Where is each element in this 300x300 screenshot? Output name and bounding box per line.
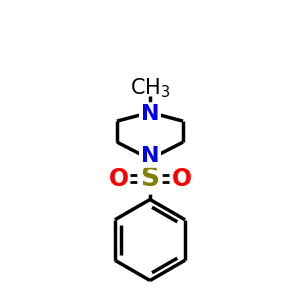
- Text: S: S: [140, 166, 160, 191]
- Text: N: N: [141, 146, 159, 166]
- Text: O: O: [108, 167, 129, 191]
- Text: CH$_3$: CH$_3$: [130, 76, 170, 100]
- Text: O: O: [171, 167, 192, 191]
- Text: N: N: [141, 104, 159, 124]
